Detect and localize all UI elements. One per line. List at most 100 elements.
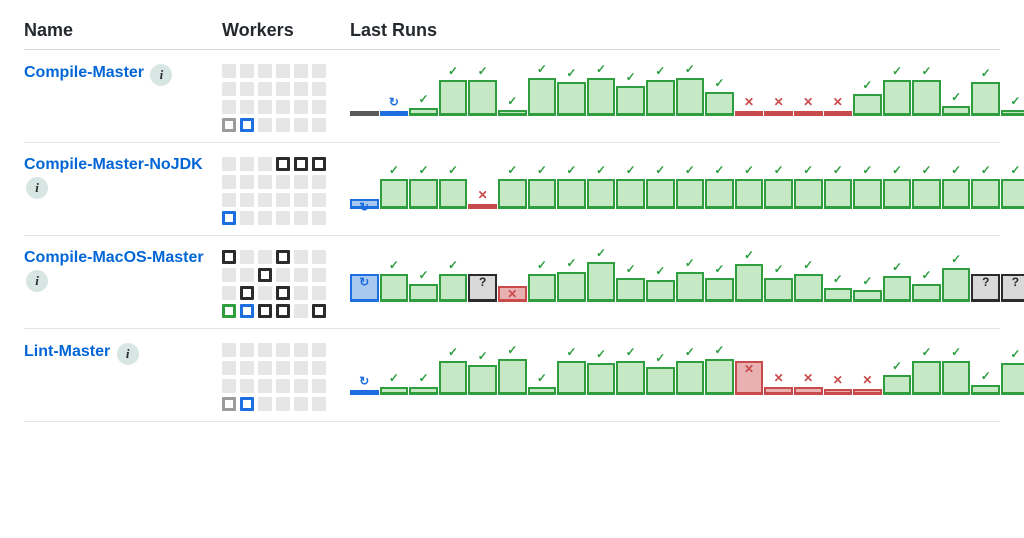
worker-cell[interactable] (258, 193, 272, 207)
worker-cell[interactable] (294, 193, 308, 207)
worker-cell[interactable] (222, 64, 236, 78)
worker-cell[interactable] (276, 64, 290, 78)
run-bar[interactable]: ✕ (853, 389, 882, 395)
run-bar[interactable]: ✓ (942, 361, 971, 395)
worker-cell[interactable] (312, 397, 326, 411)
run-bar[interactable]: ✓ (409, 284, 438, 302)
worker-cell[interactable] (276, 304, 290, 318)
worker-cell[interactable] (258, 268, 272, 282)
run-bar[interactable]: ✓ (587, 179, 616, 209)
run-bar[interactable]: ✓ (380, 179, 409, 209)
worker-cell[interactable] (294, 379, 308, 393)
run-bar[interactable]: ✓ (912, 179, 941, 209)
worker-cell[interactable] (240, 193, 254, 207)
worker-cell[interactable] (312, 268, 326, 282)
run-bar[interactable]: ✓ (646, 280, 675, 302)
worker-cell[interactable] (240, 304, 254, 318)
run-bar[interactable]: ✓ (676, 361, 705, 395)
worker-cell[interactable] (276, 268, 290, 282)
worker-cell[interactable] (312, 379, 326, 393)
worker-cell[interactable] (294, 397, 308, 411)
run-bar[interactable]: ✓ (646, 179, 675, 209)
worker-cell[interactable] (222, 100, 236, 114)
builder-link[interactable]: Compile-Master-NoJDK (24, 156, 203, 173)
worker-cell[interactable] (240, 64, 254, 78)
worker-cell[interactable] (258, 157, 272, 171)
run-bar[interactable]: ✓ (498, 359, 527, 395)
run-bar[interactable]: ✓ (1001, 179, 1024, 209)
worker-cell[interactable] (312, 193, 326, 207)
run-bar[interactable]: ✓ (705, 359, 734, 395)
run-bar[interactable]: ✓ (764, 278, 793, 302)
run-bar[interactable]: ✓ (942, 106, 971, 116)
run-bar[interactable]: ✓ (1001, 110, 1024, 116)
run-bar[interactable]: ✓ (646, 80, 675, 116)
run-bar[interactable]: ✓ (971, 82, 1000, 116)
info-icon[interactable]: i (26, 177, 48, 199)
worker-cell[interactable] (258, 250, 272, 264)
run-bar[interactable]: ✕ (764, 111, 793, 116)
run-bar[interactable]: ✓ (528, 78, 557, 116)
run-bar[interactable]: ✓ (439, 179, 468, 209)
run-bar[interactable]: ✓ (409, 179, 438, 209)
builder-link[interactable]: Lint-Master (24, 343, 110, 360)
run-bar[interactable]: ✓ (735, 264, 764, 302)
worker-cell[interactable] (276, 250, 290, 264)
worker-cell[interactable] (312, 361, 326, 375)
run-bar[interactable]: ✓ (557, 82, 586, 116)
run-bar[interactable]: ✓ (616, 86, 645, 116)
worker-cell[interactable] (240, 250, 254, 264)
builder-link[interactable]: Compile-MacOS-Master (24, 249, 204, 266)
run-bar[interactable]: ✓ (1001, 363, 1024, 395)
worker-cell[interactable] (222, 250, 236, 264)
run-bar[interactable]: ✓ (557, 361, 586, 395)
run-bar[interactable]: ✓ (409, 387, 438, 395)
worker-cell[interactable] (258, 118, 272, 132)
worker-cell[interactable] (258, 304, 272, 318)
worker-cell[interactable] (294, 82, 308, 96)
worker-cell[interactable] (294, 118, 308, 132)
run-bar[interactable]: ✓ (942, 179, 971, 209)
worker-cell[interactable] (222, 175, 236, 189)
worker-cell[interactable] (312, 286, 326, 300)
run-bar[interactable]: ✓ (409, 108, 438, 116)
worker-cell[interactable] (240, 397, 254, 411)
worker-cell[interactable] (258, 379, 272, 393)
run-bar[interactable]: ✕ (824, 111, 853, 116)
worker-cell[interactable] (312, 100, 326, 114)
worker-cell[interactable] (276, 211, 290, 225)
worker-cell[interactable] (294, 250, 308, 264)
builder-link[interactable]: Compile-Master (24, 64, 144, 81)
run-bar[interactable]: ↻ (380, 111, 409, 116)
worker-cell[interactable] (222, 304, 236, 318)
worker-cell[interactable] (240, 361, 254, 375)
worker-cell[interactable] (312, 250, 326, 264)
run-bar[interactable]: ↻ (350, 390, 379, 395)
run-bar[interactable]: ? (971, 274, 1000, 302)
worker-cell[interactable] (294, 286, 308, 300)
run-bar[interactable]: ✓ (883, 80, 912, 116)
run-bar[interactable]: ✓ (705, 92, 734, 116)
worker-cell[interactable] (258, 343, 272, 357)
worker-cell[interactable] (312, 82, 326, 96)
run-bar[interactable]: ✓ (794, 274, 823, 302)
worker-cell[interactable] (222, 286, 236, 300)
run-bar[interactable]: ✓ (439, 274, 468, 302)
worker-cell[interactable] (312, 64, 326, 78)
run-bar[interactable]: ✓ (764, 179, 793, 209)
worker-cell[interactable] (258, 64, 272, 78)
run-bar[interactable]: ✓ (883, 179, 912, 209)
run-bar[interactable]: ↻ (350, 199, 379, 209)
run-bar[interactable]: ✓ (971, 179, 1000, 209)
worker-cell[interactable] (222, 379, 236, 393)
worker-cell[interactable] (240, 211, 254, 225)
worker-cell[interactable] (294, 268, 308, 282)
run-bar[interactable]: ✓ (942, 268, 971, 302)
run-bar[interactable]: ✕ (468, 204, 497, 209)
run-bar[interactable]: ✓ (705, 278, 734, 302)
worker-cell[interactable] (312, 175, 326, 189)
run-bar[interactable]: ✓ (824, 288, 853, 302)
run-bar[interactable]: ✓ (557, 272, 586, 302)
worker-cell[interactable] (240, 100, 254, 114)
worker-cell[interactable] (240, 286, 254, 300)
